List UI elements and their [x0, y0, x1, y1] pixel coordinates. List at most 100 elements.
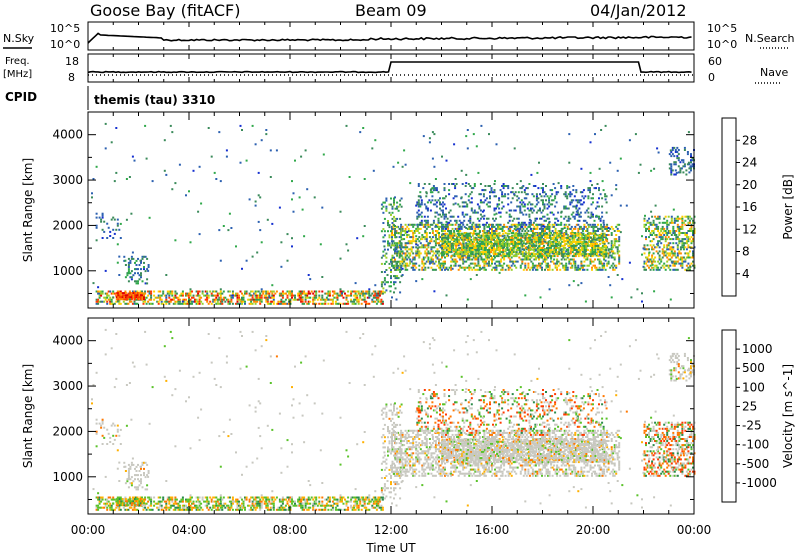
power-pixel	[489, 232, 492, 234]
power-pixel	[679, 171, 682, 174]
power-pixel	[259, 296, 262, 299]
power-pixel	[538, 242, 541, 245]
power-pixel	[410, 236, 413, 239]
power-pixel	[524, 294, 527, 297]
power-pixel	[493, 232, 495, 235]
power-pixel	[508, 209, 511, 212]
power-pixel	[497, 227, 500, 230]
power-pixel	[191, 296, 193, 299]
power-pixel	[434, 244, 437, 247]
power-pixel	[555, 251, 558, 254]
power-pixel	[610, 256, 613, 259]
power-pixel	[450, 260, 453, 263]
power-pixel	[675, 171, 678, 174]
power-pixel	[687, 262, 690, 265]
power-pixel	[454, 223, 457, 226]
power-pixel	[163, 139, 166, 142]
power-pixel	[440, 215, 443, 218]
power-pixel	[666, 260, 669, 263]
power-pixel	[98, 300, 101, 303]
power-pixel	[458, 205, 461, 208]
power-pixel	[336, 302, 339, 305]
power-pixel	[681, 232, 684, 234]
power-pixel	[360, 290, 363, 293]
power-pixel	[652, 260, 655, 263]
power-pixel	[507, 230, 510, 232]
power-pixel	[529, 203, 532, 206]
power-pixel	[544, 252, 546, 255]
power-pixel	[172, 296, 175, 299]
power-pixel	[641, 300, 643, 303]
power-pixel	[169, 124, 172, 127]
power-pixel	[124, 298, 127, 301]
power-pixel	[327, 302, 330, 305]
power-pixel	[522, 227, 525, 230]
power-pixel	[307, 302, 310, 305]
power-pixel	[475, 258, 478, 261]
power-pixel	[550, 246, 553, 249]
power-pixel	[233, 294, 236, 297]
power-pixel	[692, 250, 694, 253]
power-pixel	[388, 244, 391, 247]
power-pixel	[439, 264, 442, 267]
power-pixel	[607, 248, 610, 251]
power-pixel	[471, 258, 474, 261]
power-pixel	[396, 201, 399, 204]
power-pixel	[251, 298, 254, 301]
power-pixel	[368, 294, 371, 297]
power-pixel	[462, 247, 465, 249]
power-pixel	[436, 257, 439, 260]
power-pixel	[129, 276, 132, 279]
power-pixel	[101, 228, 104, 231]
power-pixel	[445, 207, 447, 210]
power-pixel	[482, 232, 485, 235]
power-pixel	[432, 189, 435, 192]
power-pixel	[679, 262, 682, 265]
power-pixel	[580, 247, 583, 249]
power-pixel	[428, 252, 431, 255]
power-pixel	[550, 255, 553, 258]
power-pixel	[536, 247, 539, 249]
power-pixel	[462, 249, 465, 251]
power-pixel	[275, 149, 278, 152]
power-pixel	[483, 262, 486, 265]
power-pixel	[502, 185, 505, 187]
power-pixel	[509, 240, 512, 243]
power-pixel	[177, 298, 180, 301]
power-pixel	[428, 236, 431, 239]
power-pixel	[503, 242, 506, 245]
power-pixel	[141, 280, 144, 283]
power-pixel	[266, 300, 269, 303]
power-pixel	[685, 264, 688, 267]
power-pixel	[616, 230, 619, 232]
power-pixel	[436, 230, 439, 232]
power-pixel	[493, 195, 496, 198]
power-pixel	[581, 238, 584, 241]
power-pixel	[613, 258, 616, 261]
power-pixel	[672, 260, 675, 263]
power-pixel	[553, 258, 556, 261]
power-pixel	[509, 230, 512, 232]
power-pixel	[115, 294, 118, 297]
power-pixel	[412, 234, 415, 236]
power-pixel	[174, 296, 177, 299]
power-pixel	[534, 268, 537, 271]
power-pixel	[586, 258, 589, 261]
power-pixel	[539, 262, 542, 265]
power-pixel	[664, 264, 667, 267]
power-pixel	[656, 147, 659, 150]
power-pixel	[590, 225, 593, 228]
power-pixel	[610, 246, 613, 249]
power-pixel	[548, 230, 551, 232]
power-pixel	[429, 191, 432, 194]
power-pixel	[526, 187, 529, 190]
power-pixel	[664, 238, 667, 241]
power-pixel	[500, 264, 503, 267]
power-pixel	[438, 254, 440, 257]
power-pixel	[259, 292, 262, 295]
power-pixel	[430, 256, 433, 259]
power-pixel	[396, 207, 399, 210]
power-pixel	[456, 242, 459, 245]
power-pixel	[318, 294, 321, 297]
power-pixel	[475, 264, 478, 267]
